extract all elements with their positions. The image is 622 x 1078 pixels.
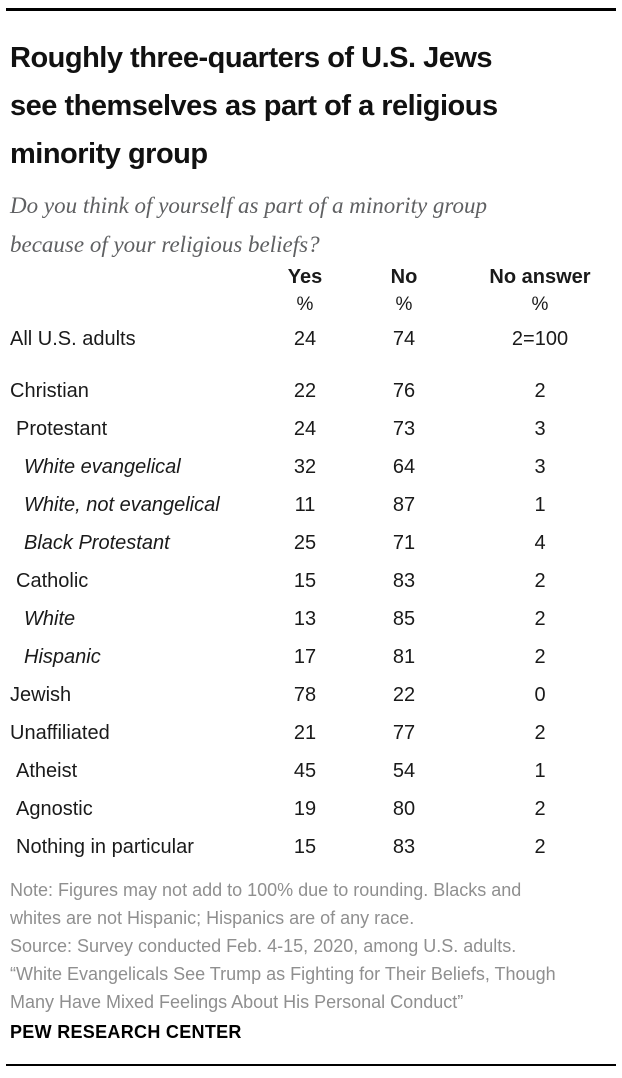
column-header-yes: Yes xyxy=(287,266,323,288)
row-value-yes: 24 xyxy=(293,328,317,350)
report-title-line: Many Have Mixed Feelings About His Perso… xyxy=(10,992,464,1012)
row-label: Jewish xyxy=(10,684,72,706)
table-row-jewish: Jewish 78 22 0 xyxy=(10,676,612,714)
row-label: Nothing in particular xyxy=(16,836,194,858)
row-value-no-answer: 4 xyxy=(534,532,546,554)
row-label: Protestant xyxy=(16,418,108,440)
row-label: Christian xyxy=(10,380,89,402)
row-label: Hispanic xyxy=(24,646,101,668)
row-value-no: 83 xyxy=(392,836,416,858)
row-value-no-answer: 2 xyxy=(534,798,546,820)
figure-title: Roughly three-quarters of U.S. Jews see … xyxy=(10,34,612,178)
row-value-no: 22 xyxy=(392,684,416,706)
percent-symbol: % xyxy=(531,294,549,315)
row-value-no: 73 xyxy=(392,418,416,440)
row-value-no-answer: 1 xyxy=(534,760,546,782)
report-title-line: “White Evangelicals See Trump as Fightin… xyxy=(10,964,556,984)
table-row-white-catholic: White 13 85 2 xyxy=(10,600,612,638)
source-line: Source: Survey conducted Feb. 4-15, 2020… xyxy=(10,936,517,956)
row-value-yes: 19 xyxy=(293,798,317,820)
row-value-yes: 15 xyxy=(293,570,317,592)
row-value-yes: 11 xyxy=(294,494,316,516)
table-row-unaffiliated: Unaffiliated 21 77 2 xyxy=(10,714,612,752)
survey-question-line: Do you think of yourself as part of a mi… xyxy=(10,193,488,218)
row-value-yes: 22 xyxy=(293,380,317,402)
footnote-line: whites are not Hispanic; Hispanics are o… xyxy=(10,908,415,928)
figure-title-line: minority group xyxy=(10,138,208,170)
row-label: White xyxy=(24,608,76,630)
column-header-no-answer: No answer xyxy=(489,266,591,288)
row-value-no-answer: 1 xyxy=(534,494,546,516)
table-units-row: % % % xyxy=(10,290,612,320)
footnote: Note: Figures may not add to 100% due to… xyxy=(10,876,612,1016)
row-value-no: 80 xyxy=(392,798,416,820)
row-value-yes: 32 xyxy=(293,456,317,478)
row-value-yes: 17 xyxy=(293,646,317,668)
row-value-no-answer: 2 xyxy=(534,608,546,630)
row-value-yes: 25 xyxy=(293,532,317,554)
row-value-no: 64 xyxy=(392,456,416,478)
row-value-no: 74 xyxy=(392,328,416,350)
row-value-yes: 13 xyxy=(293,608,317,630)
row-label: Catholic xyxy=(16,570,89,592)
row-value-no: 54 xyxy=(392,760,416,782)
row-value-yes: 45 xyxy=(293,760,317,782)
row-value-no: 87 xyxy=(392,494,416,516)
row-value-no: 81 xyxy=(392,646,416,668)
row-value-no-answer: 2 xyxy=(534,380,546,402)
row-value-no-answer: 2 xyxy=(534,646,546,668)
row-value-no: 85 xyxy=(392,608,416,630)
row-label: All U.S. adults xyxy=(10,328,136,350)
row-label: White, not evangelical xyxy=(24,494,220,516)
row-value-no: 76 xyxy=(392,380,416,402)
row-value-no-answer: 2 xyxy=(534,836,546,858)
percent-symbol: % xyxy=(395,294,413,315)
row-value-no-answer: 3 xyxy=(534,418,546,440)
table-row-nothing-in-particular: Nothing in particular 15 83 2 xyxy=(10,828,612,866)
column-header-no: No xyxy=(390,266,418,288)
row-value-yes: 15 xyxy=(293,836,317,858)
row-label: Atheist xyxy=(16,760,78,782)
survey-question-line: because of your religious beliefs? xyxy=(10,232,320,257)
row-value-no: 71 xyxy=(392,532,416,554)
table-row-hispanic-catholic: Hispanic 17 81 2 xyxy=(10,638,612,676)
table-row-all-us-adults: All U.S. adults 24 74 2=100 xyxy=(10,320,612,358)
table-row-agnostic: Agnostic 19 80 2 xyxy=(10,790,612,828)
row-value-yes: 78 xyxy=(293,684,317,706)
bottom-divider xyxy=(6,1064,616,1066)
table-row-atheist: Atheist 45 54 1 xyxy=(10,752,612,790)
data-table: Yes No No answer % % % All U.S. adults 2… xyxy=(10,264,612,866)
row-value-no: 77 xyxy=(392,722,416,744)
table-header-row: Yes No No answer xyxy=(10,264,612,290)
table-row-white-evangelical: White evangelical 32 64 3 xyxy=(10,448,612,486)
figure-title-line: Roughly three-quarters of U.S. Jews xyxy=(10,42,493,74)
row-label: White evangelical xyxy=(24,456,181,478)
footnote-line: Note: Figures may not add to 100% due to… xyxy=(10,880,522,900)
row-value-yes: 21 xyxy=(293,722,317,744)
row-label: Agnostic xyxy=(16,798,93,820)
table-row-protestant: Protestant 24 73 3 xyxy=(10,410,612,448)
row-value-no-answer: 2 xyxy=(534,570,546,592)
percent-symbol: % xyxy=(296,294,314,315)
figure-title-line: see themselves as part of a religious xyxy=(10,90,498,122)
row-value-yes: 24 xyxy=(293,418,317,440)
table-row-christian: Christian 22 76 2 xyxy=(10,372,612,410)
table-row-catholic: Catholic 15 83 2 xyxy=(10,562,612,600)
survey-question: Do you think of yourself as part of a mi… xyxy=(10,186,612,264)
row-value-no: 83 xyxy=(392,570,416,592)
row-value-no-answer: 2 xyxy=(534,722,546,744)
row-value-no-answer: 0 xyxy=(534,684,546,706)
table-row-white-not-evangelical: White, not evangelical 11 87 1 xyxy=(10,486,612,524)
table-row-black-protestant: Black Protestant 25 71 4 xyxy=(10,524,612,562)
top-divider xyxy=(6,8,616,11)
row-value-no-answer: 2=100 xyxy=(511,328,569,350)
row-label: Unaffiliated xyxy=(10,722,110,744)
pew-research-center-wordmark: PEW RESEARCH CENTER xyxy=(10,1022,242,1042)
row-value-no-answer: 3 xyxy=(534,456,546,478)
row-label: Black Protestant xyxy=(24,532,170,554)
